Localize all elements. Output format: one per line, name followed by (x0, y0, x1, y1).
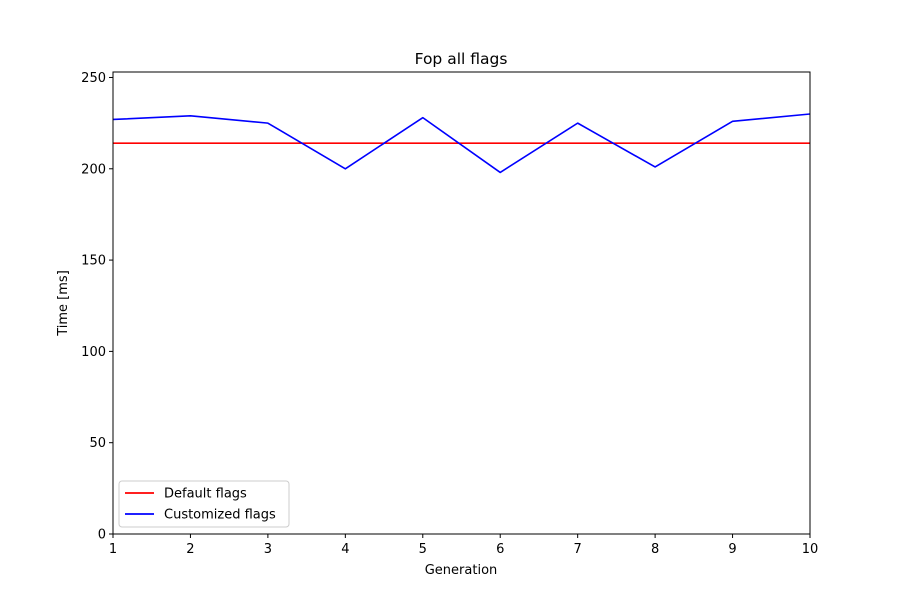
series-layer (112, 113, 811, 174)
y-tick-label: 200 (81, 162, 106, 177)
y-tick-label: 50 (89, 436, 106, 451)
y-tick-label: 0 (98, 528, 106, 543)
legend-frame (118, 480, 290, 528)
x-tick-label: 9 (728, 542, 736, 557)
chart-title: Fop all flags (415, 50, 508, 68)
x-tick-label: 2 (186, 542, 194, 557)
x-tick-label: 8 (651, 542, 659, 557)
y-tick-label: 250 (81, 71, 106, 86)
y-tick-label: 150 (81, 254, 106, 269)
x-tick-label: 7 (574, 542, 582, 557)
x-tick-label: 5 (419, 542, 427, 557)
legend-label-customized-flags: Customized flags (164, 508, 276, 523)
x-axis-ticks: 1 2 3 4 5 6 7 8 9 10 (109, 534, 818, 557)
x-tick-label: 3 (264, 542, 272, 557)
x-tick-label: 10 (802, 542, 819, 557)
x-tick-label: 6 (496, 542, 504, 557)
x-tick-label: 4 (341, 542, 349, 557)
y-axis-label: Time [ms] (56, 270, 71, 337)
series-line-customized-flags (112, 113, 811, 174)
y-tick-label: 100 (81, 345, 106, 360)
legend-label-default-flags: Default flags (164, 487, 247, 502)
legend: Default flags Customized flags (118, 480, 290, 528)
plot-area-frame (112, 71, 811, 535)
x-tick-label: 1 (109, 542, 117, 557)
x-axis-label: Generation (425, 563, 498, 578)
y-axis-ticks: 0 50 100 150 200 250 (81, 71, 113, 543)
